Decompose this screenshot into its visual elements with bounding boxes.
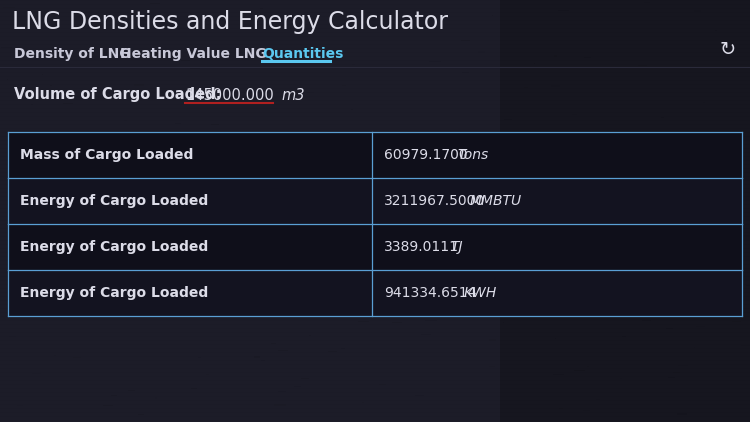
FancyBboxPatch shape: [374, 224, 376, 225]
FancyBboxPatch shape: [584, 57, 591, 58]
FancyBboxPatch shape: [500, 0, 750, 422]
FancyBboxPatch shape: [358, 321, 369, 322]
FancyBboxPatch shape: [254, 356, 260, 357]
FancyBboxPatch shape: [181, 60, 190, 61]
Text: 145000.000: 145000.000: [185, 87, 274, 103]
FancyBboxPatch shape: [583, 207, 595, 208]
Text: MMBTU: MMBTU: [470, 194, 522, 208]
FancyBboxPatch shape: [301, 378, 310, 379]
FancyBboxPatch shape: [501, 199, 509, 200]
FancyBboxPatch shape: [504, 119, 512, 120]
FancyBboxPatch shape: [746, 285, 750, 286]
Text: Mass of Cargo Loaded: Mass of Cargo Loaded: [20, 148, 194, 162]
FancyBboxPatch shape: [7, 79, 8, 80]
FancyBboxPatch shape: [63, 103, 74, 104]
FancyBboxPatch shape: [8, 224, 742, 270]
FancyBboxPatch shape: [190, 388, 196, 389]
FancyBboxPatch shape: [50, 85, 52, 86]
Text: Quantities: Quantities: [262, 47, 344, 61]
Text: LNG Densities and Energy Calculator: LNG Densities and Energy Calculator: [12, 10, 448, 34]
FancyBboxPatch shape: [245, 160, 254, 161]
FancyBboxPatch shape: [222, 157, 227, 158]
Text: Density of LNG: Density of LNG: [14, 47, 130, 61]
Text: 3389.0111: 3389.0111: [384, 240, 459, 254]
FancyBboxPatch shape: [640, 261, 643, 262]
FancyBboxPatch shape: [643, 320, 651, 321]
FancyBboxPatch shape: [574, 370, 584, 371]
FancyBboxPatch shape: [139, 237, 141, 238]
FancyBboxPatch shape: [209, 297, 217, 298]
FancyBboxPatch shape: [283, 166, 285, 167]
FancyBboxPatch shape: [8, 270, 742, 316]
FancyBboxPatch shape: [668, 377, 675, 378]
FancyBboxPatch shape: [8, 178, 742, 224]
FancyBboxPatch shape: [691, 144, 692, 145]
FancyBboxPatch shape: [226, 387, 236, 388]
FancyBboxPatch shape: [458, 234, 464, 235]
FancyBboxPatch shape: [111, 395, 117, 396]
FancyBboxPatch shape: [34, 184, 46, 185]
FancyBboxPatch shape: [520, 245, 524, 246]
FancyBboxPatch shape: [82, 285, 91, 286]
FancyBboxPatch shape: [568, 150, 580, 151]
Text: Volume of Cargo Loaded:: Volume of Cargo Loaded:: [14, 87, 221, 103]
Text: Energy of Cargo Loaded: Energy of Cargo Loaded: [20, 286, 208, 300]
FancyBboxPatch shape: [278, 350, 288, 351]
Text: Tons: Tons: [457, 148, 488, 162]
FancyBboxPatch shape: [682, 295, 686, 297]
FancyBboxPatch shape: [190, 68, 200, 69]
Text: TJ: TJ: [451, 240, 463, 254]
Text: KWH: KWH: [464, 286, 496, 300]
FancyBboxPatch shape: [170, 234, 172, 235]
FancyBboxPatch shape: [8, 132, 742, 178]
FancyBboxPatch shape: [558, 10, 569, 11]
FancyBboxPatch shape: [211, 124, 219, 125]
FancyBboxPatch shape: [687, 203, 692, 204]
FancyBboxPatch shape: [296, 134, 302, 135]
Text: 941334.6514: 941334.6514: [384, 286, 476, 300]
FancyBboxPatch shape: [152, 53, 158, 54]
FancyBboxPatch shape: [351, 109, 352, 111]
Text: Heating Value LNG: Heating Value LNG: [120, 47, 267, 61]
Text: Energy of Cargo Loaded: Energy of Cargo Loaded: [20, 194, 208, 208]
FancyBboxPatch shape: [368, 141, 373, 142]
FancyBboxPatch shape: [38, 251, 42, 252]
FancyBboxPatch shape: [110, 348, 114, 349]
Text: Energy of Cargo Loaded: Energy of Cargo Loaded: [20, 240, 208, 254]
FancyBboxPatch shape: [41, 74, 44, 75]
FancyBboxPatch shape: [309, 335, 310, 336]
FancyBboxPatch shape: [534, 63, 536, 64]
FancyBboxPatch shape: [526, 273, 535, 274]
FancyBboxPatch shape: [150, 3, 160, 4]
FancyBboxPatch shape: [272, 343, 276, 344]
FancyBboxPatch shape: [195, 136, 199, 137]
FancyBboxPatch shape: [398, 105, 402, 106]
FancyBboxPatch shape: [103, 405, 112, 406]
Text: 3211967.5000: 3211967.5000: [384, 194, 485, 208]
Text: 60979.1700: 60979.1700: [384, 148, 468, 162]
FancyBboxPatch shape: [260, 8, 262, 9]
FancyBboxPatch shape: [105, 177, 117, 178]
FancyBboxPatch shape: [622, 336, 626, 337]
FancyBboxPatch shape: [138, 414, 144, 415]
Text: ↻: ↻: [720, 41, 736, 60]
FancyBboxPatch shape: [108, 292, 111, 293]
Text: m3: m3: [281, 87, 304, 103]
